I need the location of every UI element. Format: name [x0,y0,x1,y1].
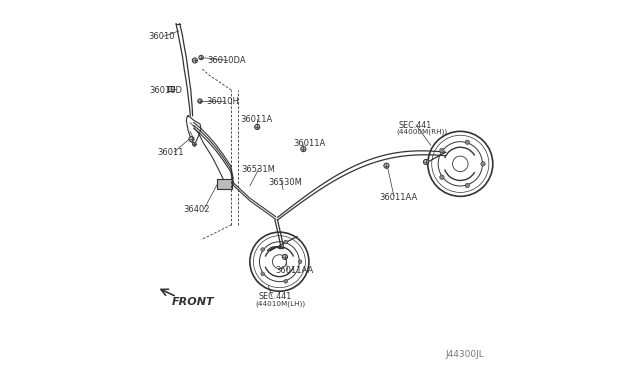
Text: 36011A: 36011A [293,139,326,148]
Circle shape [261,272,264,276]
Text: 36011A: 36011A [241,115,273,124]
Text: SEC.441: SEC.441 [259,292,292,301]
Text: 36402: 36402 [184,205,210,215]
FancyBboxPatch shape [218,179,232,189]
FancyBboxPatch shape [168,86,174,92]
Circle shape [440,175,444,179]
Circle shape [192,58,197,63]
Circle shape [465,140,470,144]
Text: J44300JL: J44300JL [445,350,484,359]
Text: (44000M(RH)): (44000M(RH)) [396,128,447,135]
Circle shape [465,183,470,188]
Text: FRONT: FRONT [172,297,214,307]
Text: 36010: 36010 [148,32,175,41]
Text: (44010M(LH)): (44010M(LH)) [256,300,306,307]
Text: 36531M: 36531M [242,165,276,174]
Circle shape [199,55,204,60]
Circle shape [384,163,389,168]
Circle shape [193,142,196,146]
Text: 36010H: 36010H [206,97,239,106]
Text: 36530M: 36530M [268,178,302,187]
Circle shape [284,240,287,244]
Circle shape [481,161,485,166]
Circle shape [301,147,306,152]
Circle shape [189,137,194,142]
Text: 36011: 36011 [157,148,184,157]
Circle shape [298,260,302,263]
Text: 36011AA: 36011AA [275,266,313,275]
Text: 36010DA: 36010DA [207,56,246,65]
Circle shape [282,254,287,260]
Text: 36010D: 36010D [149,86,182,94]
Circle shape [261,248,264,251]
Circle shape [255,124,260,129]
Circle shape [198,99,202,103]
Circle shape [440,148,444,153]
Text: 36011AA: 36011AA [379,193,417,202]
Circle shape [424,160,429,164]
Circle shape [284,279,287,283]
Text: SEC.441: SEC.441 [398,121,431,129]
